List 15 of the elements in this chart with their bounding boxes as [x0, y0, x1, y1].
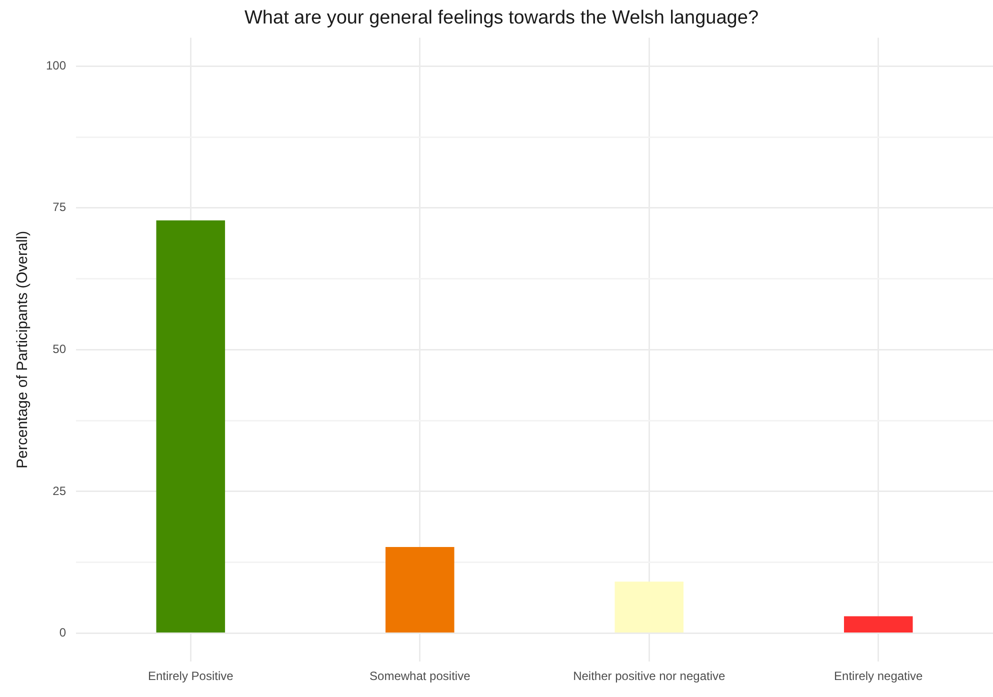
bar [614, 582, 684, 632]
x-tick-label: Somewhat positive [370, 669, 471, 684]
y-tick-label: 100 [46, 58, 66, 72]
x-tick-label: Neither positive nor negative [573, 669, 726, 684]
x-tick-label: Entirely negative [834, 669, 924, 684]
bar [386, 547, 454, 632]
y-axis-title: Percentage of Participants (Overall) [14, 230, 32, 469]
bar [844, 616, 913, 632]
y-tick-label: 75 [52, 200, 66, 214]
y-tick-label: 0 [59, 626, 66, 640]
bar [156, 220, 226, 632]
x-tick-label: Entirely Positive [148, 669, 234, 684]
y-tick-label: 50 [52, 342, 66, 356]
chart-title: What are your general feelings towards the Welsh language? [244, 8, 759, 29]
y-tick-label: 25 [52, 484, 66, 498]
